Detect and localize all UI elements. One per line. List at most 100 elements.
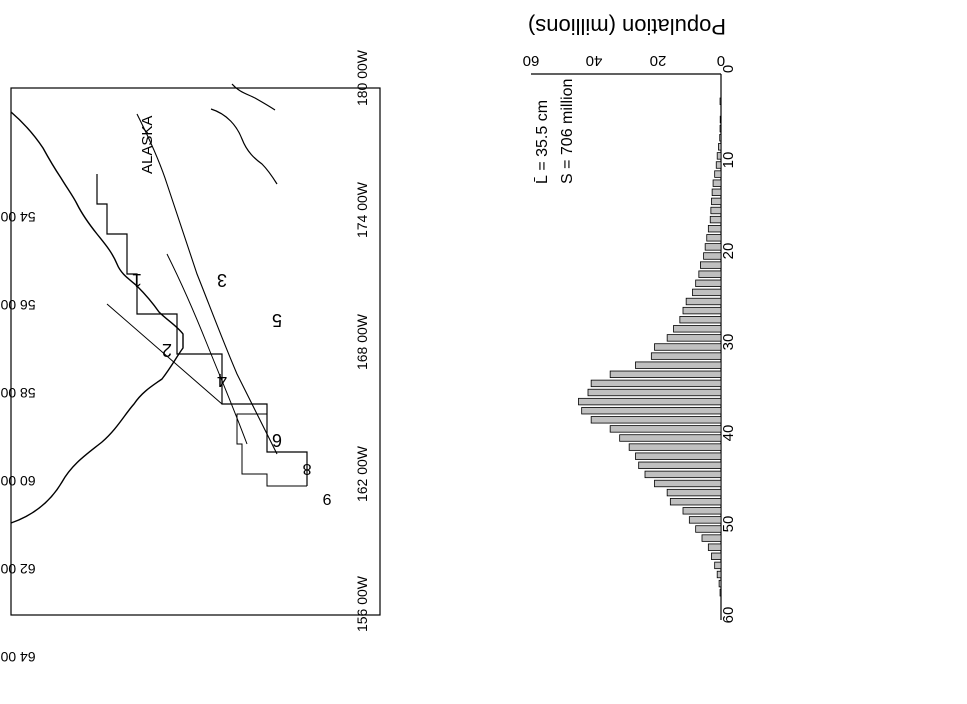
lon-tick-label: 174 00W — [354, 181, 370, 238]
lon-tick-labels: 180 00W 174 00W 168 00W 162 00W 156 00W — [354, 49, 370, 632]
histogram-bar — [716, 152, 722, 160]
histogram-bar — [688, 516, 722, 524]
lat-tick-label: 54 00N — [0, 209, 36, 225]
histogram-bar — [654, 343, 722, 351]
region-label: ALASKA — [139, 116, 156, 174]
histogram-bar — [718, 143, 722, 151]
y-axis-label: Population (millions) — [528, 14, 726, 39]
histogram-bar — [698, 270, 722, 278]
lat-tick-label: 64 00N — [0, 649, 36, 665]
histogram-bar — [673, 325, 722, 333]
histogram-bar — [719, 115, 722, 124]
x-tick-label: 20 — [720, 243, 737, 260]
lon-tick-label: 156 00W — [354, 575, 370, 632]
stratum-label: 1 — [132, 270, 142, 290]
histogram-bar — [590, 416, 722, 424]
histogram-bar — [587, 388, 722, 397]
stratum-label: 4 — [217, 370, 227, 390]
alaska-coastline — [10, 111, 184, 524]
histogram-bar — [590, 379, 722, 388]
lat-tick-label: 58 00N — [0, 385, 36, 401]
histogram-bar — [714, 170, 722, 178]
lat-tick-labels: 64 00N 62 00N 60 00N 58 00N 56 00N 54 00… — [0, 209, 36, 665]
histogram-bar — [578, 397, 722, 406]
histogram-bar — [715, 161, 722, 169]
islands-coastline — [231, 83, 276, 111]
histogram-bar — [709, 215, 722, 224]
strata-line — [106, 303, 223, 405]
histogram-bar — [695, 279, 722, 287]
strata-line — [136, 113, 278, 455]
x-tick-label: 0 — [720, 65, 737, 73]
histogram-bar — [692, 288, 722, 297]
y-tick-label: 60 — [523, 52, 540, 69]
mean-length-annotation: L̄ = 35.5 cm — [534, 100, 551, 184]
histogram-bar — [711, 188, 722, 196]
lat-tick-label: 60 00N — [0, 473, 36, 489]
histogram-bar — [719, 589, 722, 597]
x-tick-label: 40 — [720, 425, 737, 442]
histogram-bar — [719, 97, 722, 105]
rotated-figure: 64 00N 62 00N 60 00N 58 00N 56 00N 54 00… — [0, 14, 737, 665]
histogram-bar — [682, 507, 722, 515]
histogram-bar — [712, 179, 722, 187]
y-tick-label: 40 — [586, 52, 603, 69]
histogram-bar — [666, 334, 722, 342]
histogram-bar — [695, 525, 722, 533]
histogram-bar — [609, 370, 722, 378]
x-tick-label: 30 — [720, 334, 737, 351]
histogram-bar — [706, 234, 722, 242]
strata-line — [166, 253, 248, 445]
histogram-bar — [682, 306, 722, 315]
histogram-bar — [638, 461, 722, 469]
histogram-bar — [716, 570, 722, 579]
histogram-bar — [685, 297, 722, 306]
histogram-bar — [701, 534, 722, 542]
histogram-bar — [710, 206, 722, 215]
histogram-bar — [669, 498, 722, 506]
length-axis-ticks: 0 10 20 30 40 50 60 — [720, 65, 737, 624]
histogram-bar — [679, 316, 722, 324]
stratum-label: 9 — [322, 490, 331, 507]
histogram-bar — [707, 225, 722, 233]
histogram-bar — [628, 443, 722, 451]
histogram-bar — [719, 134, 722, 142]
y-tick-label: 20 — [650, 52, 667, 69]
lat-tick-label: 62 00N — [0, 561, 36, 577]
histogram-bar — [666, 488, 722, 497]
stratum-label: 8 — [302, 460, 311, 477]
histogram-bar — [581, 407, 722, 415]
histogram-bar — [718, 579, 722, 588]
lon-tick-label: 168 00W — [354, 313, 370, 370]
stratum-label: 5 — [272, 310, 282, 330]
histogram-bars — [578, 97, 722, 597]
survey-boundary-east — [96, 174, 308, 486]
map-frame — [10, 87, 381, 616]
histogram-bar — [700, 261, 722, 269]
stratum-label: 3 — [217, 270, 227, 290]
x-tick-label: 50 — [720, 516, 737, 533]
lon-tick-label: 180 00W — [354, 49, 370, 106]
histogram-bar — [711, 197, 722, 206]
histogram-bar — [635, 452, 722, 460]
histogram-bar — [704, 243, 722, 251]
x-tick-label: 10 — [720, 152, 737, 169]
histogram-bar — [635, 361, 722, 369]
lat-tick-label: 56 00N — [0, 297, 36, 313]
histogram-bar — [619, 434, 722, 442]
histogram-bar — [719, 124, 722, 133]
histogram-bar — [609, 425, 722, 433]
stratum-label: 2 — [162, 340, 172, 360]
y-tick-label: 0 — [717, 52, 725, 69]
lon-tick-label: 162 00W — [354, 445, 370, 502]
stratum-label: 6 — [272, 430, 282, 450]
histogram-bar — [644, 470, 722, 479]
map-panel: 64 00N 62 00N 60 00N 58 00N 56 00N 54 00… — [0, 49, 381, 665]
peninsula-coastline — [210, 108, 278, 185]
histogram-panel: 0 20 40 60 0 10 20 30 40 50 60 Populatio… — [523, 14, 737, 623]
histogram-bar — [714, 561, 722, 570]
total-population-annotation: S = 706 million — [559, 79, 576, 184]
histogram-bar — [707, 543, 722, 551]
value-axis-ticks: 0 20 40 60 — [523, 52, 726, 69]
